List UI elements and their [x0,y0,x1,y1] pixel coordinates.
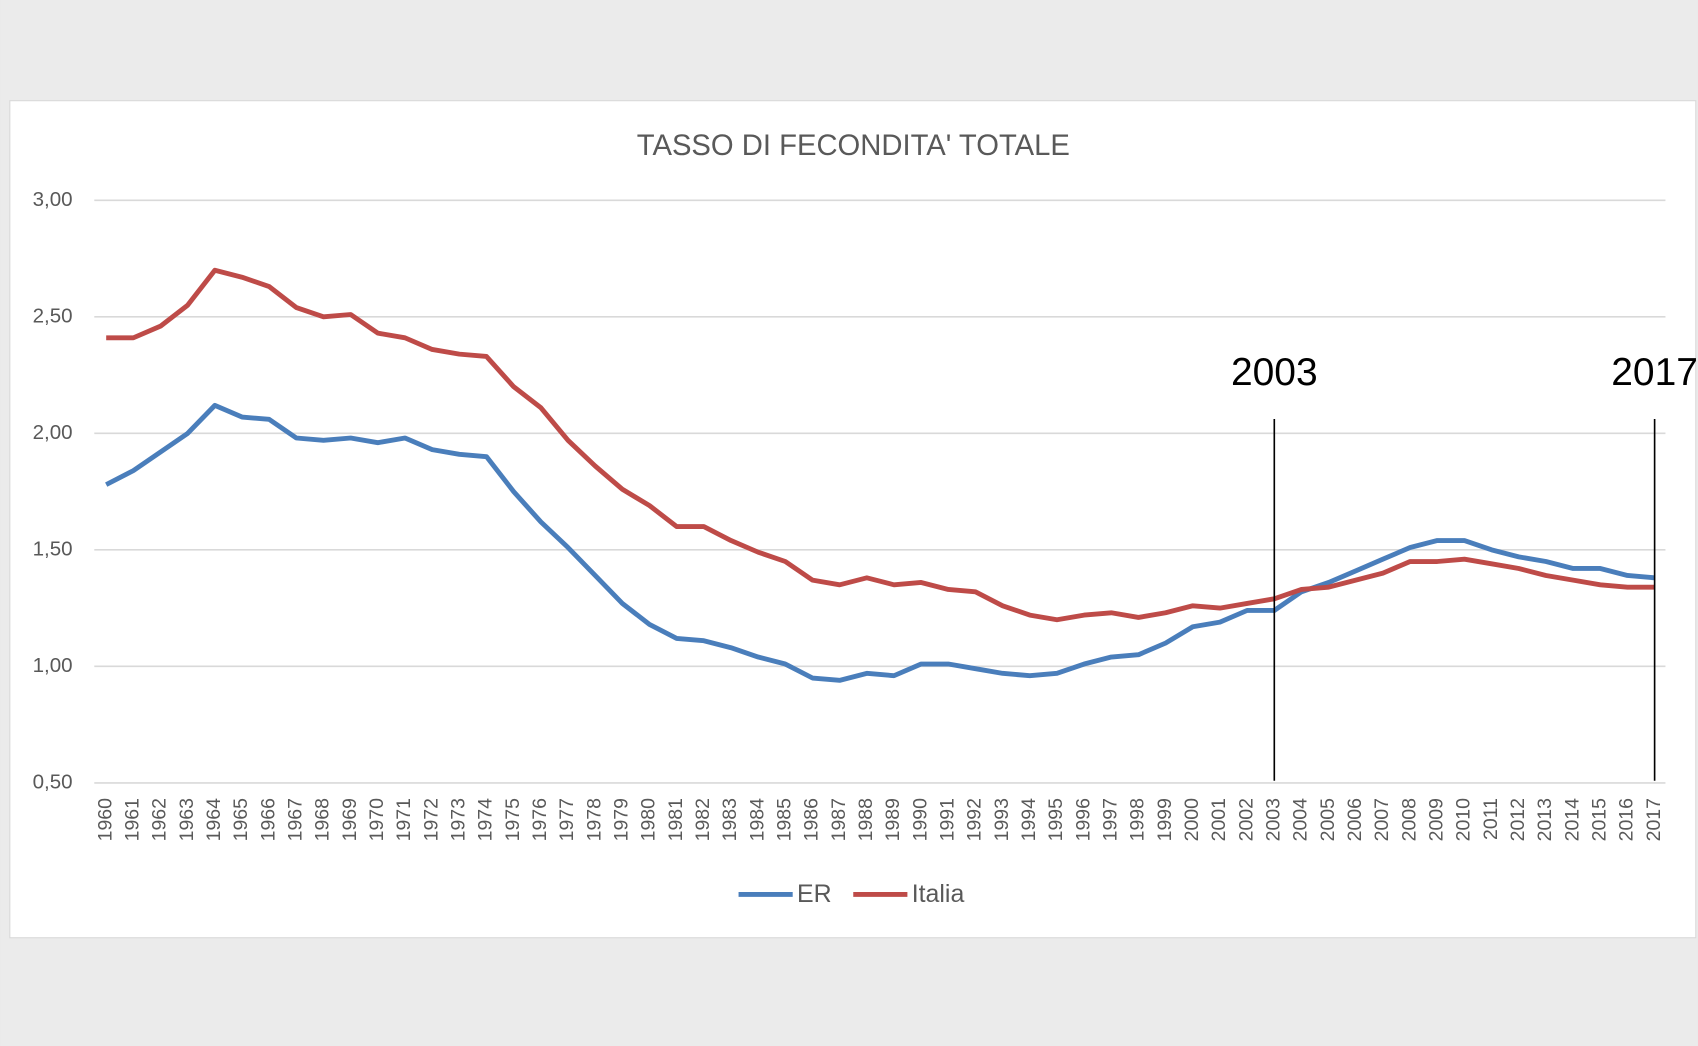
x-tick-label: 1985 [773,798,795,842]
x-tick-label: 1976 [529,798,551,841]
x-tick-label: 1971 [393,798,415,841]
x-tick-label: 1994 [1018,798,1040,842]
x-tick-label: 2004 [1290,798,1312,842]
x-tick-label: 2012 [1507,798,1529,841]
x-tick-label: 2000 [1181,798,1203,842]
x-tick-label: 1972 [420,798,442,841]
x-tick-label: 2016 [1616,798,1638,841]
x-tick-label: 1962 [149,798,171,841]
x-tick-label: 2011 [1480,798,1502,840]
x-tick-label: 1988 [855,798,877,841]
x-tick-label: 1986 [801,798,823,841]
x-tick-label: 1974 [475,798,497,842]
x-tick-label: 1984 [746,798,768,842]
x-tick-label: 2009 [1425,798,1447,841]
x-tick-label: 2013 [1534,798,1556,841]
x-tick-label: 2015 [1588,798,1610,842]
x-tick-label: 1973 [447,798,469,841]
y-tick-label: 1,50 [33,537,73,560]
x-tick-label: 1998 [1127,798,1149,841]
x-tick-label: 1966 [257,798,279,841]
y-tick-label: 1,00 [33,654,73,677]
chart-panel [9,100,1697,939]
y-tick-label: 3,00 [33,188,73,211]
x-tick-label: 2010 [1453,798,1475,842]
x-tick-label: 2005 [1317,798,1339,842]
x-tick-label: 1963 [176,798,198,841]
x-tick-label: 2014 [1561,798,1583,842]
x-tick-label: 2006 [1344,798,1366,841]
x-tick-label: 1995 [1045,798,1067,842]
x-tick-label: 1993 [991,798,1013,841]
x-tick-label: 1989 [882,798,904,841]
x-tick-label: 2001 [1208,798,1230,841]
annotation-label: 2003 [1231,351,1318,394]
x-tick-label: 1975 [502,798,524,842]
x-tick-label: 1981 [665,798,687,841]
x-tick-label: 1997 [1099,798,1121,841]
x-tick-label: 1977 [556,798,578,841]
x-tick-label: 1967 [285,798,307,841]
legend-label: Italia [912,880,965,908]
data-line [106,267,1655,623]
x-tick-label: 1980 [638,798,660,842]
x-tick-label: 2003 [1262,798,1284,841]
x-tick-label: 1996 [1072,798,1094,841]
annotation-label: 2017 [1611,351,1698,394]
x-tick-label: 1990 [909,798,931,842]
x-tick-label: 1983 [719,798,741,841]
x-tick-label: 1992 [964,798,986,841]
x-tick-label: 2008 [1398,798,1420,841]
x-tick-label: 1961 [122,798,144,841]
y-tick-label: 0,50 [33,770,73,793]
x-tick-label: 1965 [230,798,252,842]
x-tick-label: 1969 [339,798,361,841]
x-tick-label: 1964 [203,798,225,842]
x-tick-label: 1960 [94,798,116,842]
y-tick-label: 2,00 [33,421,73,444]
x-tick-label: 2017 [1643,798,1665,841]
x-tick-label: 1970 [366,798,388,842]
x-tick-label: 1978 [583,798,605,841]
x-tick-label: 1999 [1154,798,1176,841]
x-tick-label: 2007 [1371,798,1393,841]
x-tick-label: 1979 [610,798,632,841]
x-tick-label: 1982 [692,798,714,841]
x-tick-label: 1991 [936,798,958,841]
x-tick-label: 1968 [312,798,334,841]
x-tick-label: 2002 [1235,798,1257,841]
x-tick-label: 1987 [828,798,850,841]
data-line [105,402,1655,683]
y-tick-label: 2,50 [33,304,73,327]
legend-label: ER [797,880,832,908]
chart-title: TASSO DI FECONDITA' TOTALE [637,130,1070,162]
